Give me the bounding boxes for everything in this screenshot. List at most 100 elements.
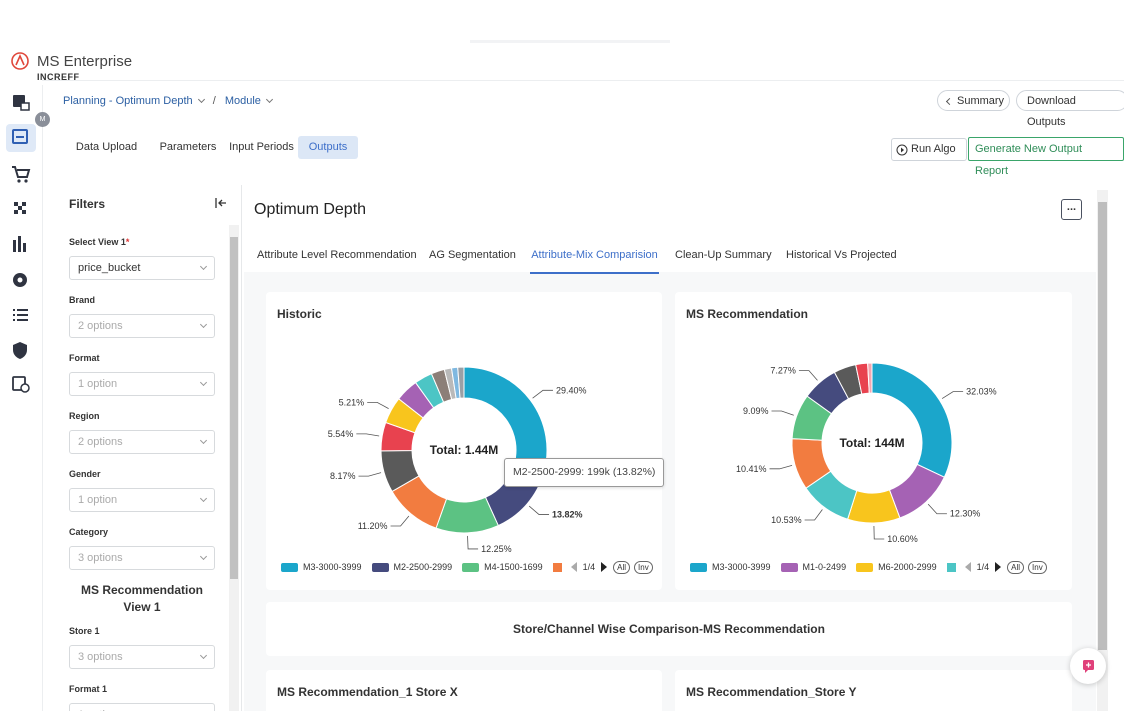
filter-label: Region	[69, 411, 100, 421]
legend-next[interactable]	[995, 562, 1002, 572]
filter-label: Gender	[69, 469, 101, 479]
leader-line	[528, 505, 550, 515]
filter-select[interactable]: 1 option	[69, 703, 215, 711]
chart-tab[interactable]: AG Segmentation	[429, 249, 516, 261]
breadcrumb-item[interactable]: Module	[224, 95, 261, 107]
rail-icons[interactable]	[10, 92, 32, 397]
chart-tab[interactable]: Clean-Up Summary	[675, 249, 772, 261]
generate-button[interactable]: Generate New Output Report	[968, 137, 1124, 177]
legend-text: M6-2000-2999	[878, 562, 937, 572]
filter-select[interactable]: 1 option	[69, 372, 215, 396]
leader-line	[367, 401, 389, 409]
leader-line	[771, 410, 794, 416]
slice-label: 8.17%	[330, 471, 356, 481]
card-title: MS Recommendation	[686, 307, 809, 321]
filter-label-text: Select View 1	[69, 237, 126, 247]
tab[interactable]: Data Upload	[75, 141, 138, 153]
legend-button[interactable]: Inv	[1028, 560, 1047, 574]
leader-line	[356, 433, 380, 437]
summary-button[interactable]: Summary	[937, 90, 1010, 111]
chart-card: MS Recommendation_1 Store X	[266, 670, 662, 720]
more-button[interactable]: ...	[1061, 199, 1082, 220]
divider	[42, 80, 1124, 81]
legend-button[interactable]: Inv	[634, 560, 653, 574]
chart-tab[interactable]: Attribute Level Recommendation	[257, 249, 417, 261]
tab[interactable]: Input Periods	[229, 141, 294, 153]
breadcrumb: Planning - Optimum Depth / Module	[63, 95, 273, 107]
legend-item[interactable]: M4-1500-1699	[462, 562, 543, 572]
slice-label: 5.21%	[339, 397, 365, 407]
legend-button[interactable]: All	[613, 560, 631, 574]
legend-next[interactable]	[601, 562, 608, 572]
leader-line	[467, 535, 479, 550]
collapse-icon[interactable]	[214, 197, 228, 209]
legend-prev[interactable]	[570, 562, 577, 572]
leader-line	[941, 391, 964, 399]
legend-button[interactable]: All	[1007, 560, 1025, 574]
donut-slice[interactable]	[457, 366, 465, 399]
slice-label: 10.60%	[887, 534, 918, 544]
leader-line	[927, 503, 947, 515]
filter-select[interactable]: 2 options	[69, 314, 215, 338]
filter-select[interactable]: 2 options	[69, 430, 215, 454]
filter-section: MS Recommendation View 1	[80, 583, 203, 614]
legend-item[interactable]: M3-3000-3999	[281, 562, 362, 572]
legend-item[interactable]: M2-2500-2999	[371, 562, 452, 572]
legend-swatch	[462, 562, 480, 572]
leader-line	[798, 370, 818, 381]
avatar[interactable]: M	[35, 112, 50, 127]
filter-select[interactable]: price_bucket	[69, 256, 215, 280]
filter-select[interactable]: 3 options	[69, 645, 215, 669]
chat-button[interactable]	[1070, 648, 1106, 684]
scroll-thumb[interactable]	[230, 237, 238, 579]
legend-item[interactable]: M6-2000-2999	[856, 562, 937, 572]
legend-item[interactable]: M3-3000-3999	[690, 562, 771, 572]
brand-sub: INCREFF	[37, 72, 80, 82]
donut-chart: 29.40% 13.82% 12.25% 11.20% 8.17% 5.54% 5.21% T…	[328, 366, 587, 554]
filter-label-text: Store 1	[69, 626, 100, 636]
breadcrumb-sep: /	[212, 95, 216, 107]
legend-swatch	[690, 562, 707, 572]
legend-swatch	[946, 562, 956, 572]
main-header	[244, 185, 1096, 272]
leader-line	[532, 389, 553, 399]
legend-text: M3-3000-3999	[303, 562, 362, 572]
brand-name: MS Enterprise	[37, 53, 133, 70]
chart-tab[interactable]: Attribute-Mix Comparision	[530, 246, 659, 274]
tab[interactable]: Outputs	[298, 136, 358, 159]
legend-swatch	[281, 562, 298, 572]
required-mark: *	[125, 237, 130, 247]
filter-select[interactable]: 3 options	[69, 546, 215, 570]
legend-item[interactable]: M1-0-2499	[780, 562, 847, 572]
breadcrumb-item[interactable]: Planning - Optimum Depth	[63, 95, 193, 107]
run-algo-button[interactable]: Run Algo	[891, 138, 967, 161]
button-label: Summary	[957, 95, 1005, 107]
slice-label: 7.27%	[770, 366, 796, 376]
tab[interactable]: Parameters	[159, 141, 217, 153]
filter-select[interactable]: 1 option	[69, 488, 215, 512]
chart-tab[interactable]: Historical Vs Projected	[786, 249, 897, 261]
filter-label: Format 1	[69, 684, 107, 694]
slice-label: 9.09%	[743, 406, 769, 416]
filter-label-text: Category	[69, 527, 109, 537]
scroll-thumb[interactable]	[1098, 202, 1107, 650]
card-title: Historic	[277, 307, 322, 321]
filter-label-text: Brand	[69, 295, 96, 305]
section-card: Store/Channel Wise Comparison-MS Recomme…	[266, 602, 1072, 656]
tooltip: M2-2500-2999: 199k (13.82%)	[504, 458, 665, 487]
filter-label: Brand	[69, 295, 95, 305]
legend-swatch	[780, 562, 798, 572]
donut-slice[interactable]	[871, 362, 953, 478]
legend-page: 1/4	[582, 562, 596, 572]
button-label: Generate New Output Report	[975, 143, 1083, 177]
logo	[11, 52, 29, 70]
legend-prev[interactable]	[964, 562, 971, 572]
filters-panel: Filters Select View 1* price_bucket Brand 2…	[57, 185, 242, 711]
leader-line	[390, 515, 410, 527]
leader-line	[873, 525, 885, 540]
legend-swatch	[856, 562, 874, 572]
legend-text: M1-0-2499	[802, 562, 847, 572]
download-button[interactable]: Download Outputs	[1016, 90, 1124, 128]
leader-line	[358, 472, 382, 477]
donut-slice[interactable]	[867, 362, 873, 394]
